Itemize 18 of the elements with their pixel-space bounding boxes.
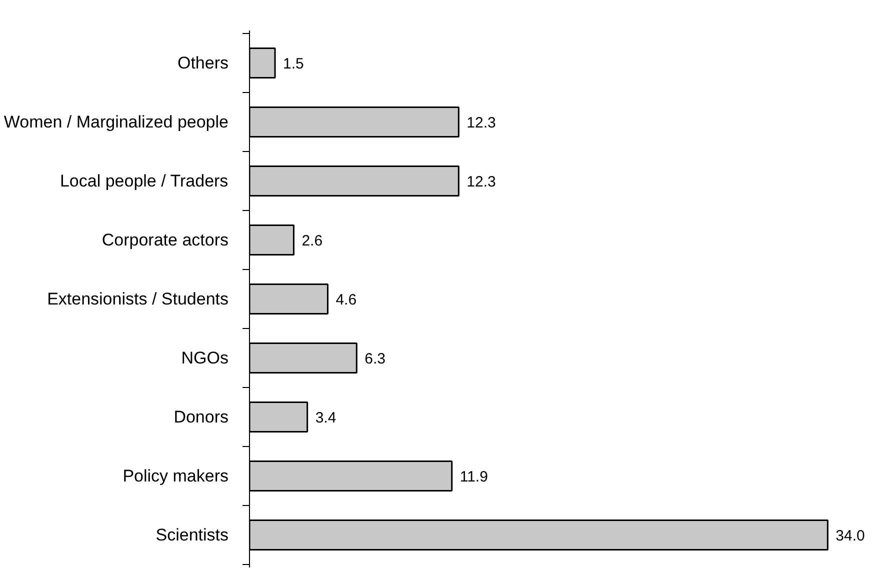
data-label: 11.9 (460, 468, 488, 486)
data-label: 34.0 (836, 528, 865, 545)
y-tick-label: Donors (174, 408, 229, 427)
y-tick-label: Women / Marginalized people (4, 112, 229, 132)
y-tick-label: Corporate actors (102, 230, 229, 250)
y-tick-label: Scientists (156, 526, 228, 545)
y-tick-label: NGOs (181, 348, 229, 368)
y-tick-label: Others (177, 53, 229, 72)
data-label: 1.5 (283, 55, 304, 72)
y-tick-label: Local people / Traders (60, 171, 228, 190)
data-label: 6.3 (364, 350, 386, 368)
y-tick-label: Policy makers (122, 466, 229, 486)
data-label: 4.6 (336, 292, 357, 308)
data-label: 12.3 (466, 173, 496, 190)
data-label: 2.6 (302, 232, 323, 250)
y-tick-label: Extensionists / Students (47, 290, 229, 308)
data-label: 12.3 (466, 114, 496, 132)
data-label: 3.4 (315, 410, 336, 427)
